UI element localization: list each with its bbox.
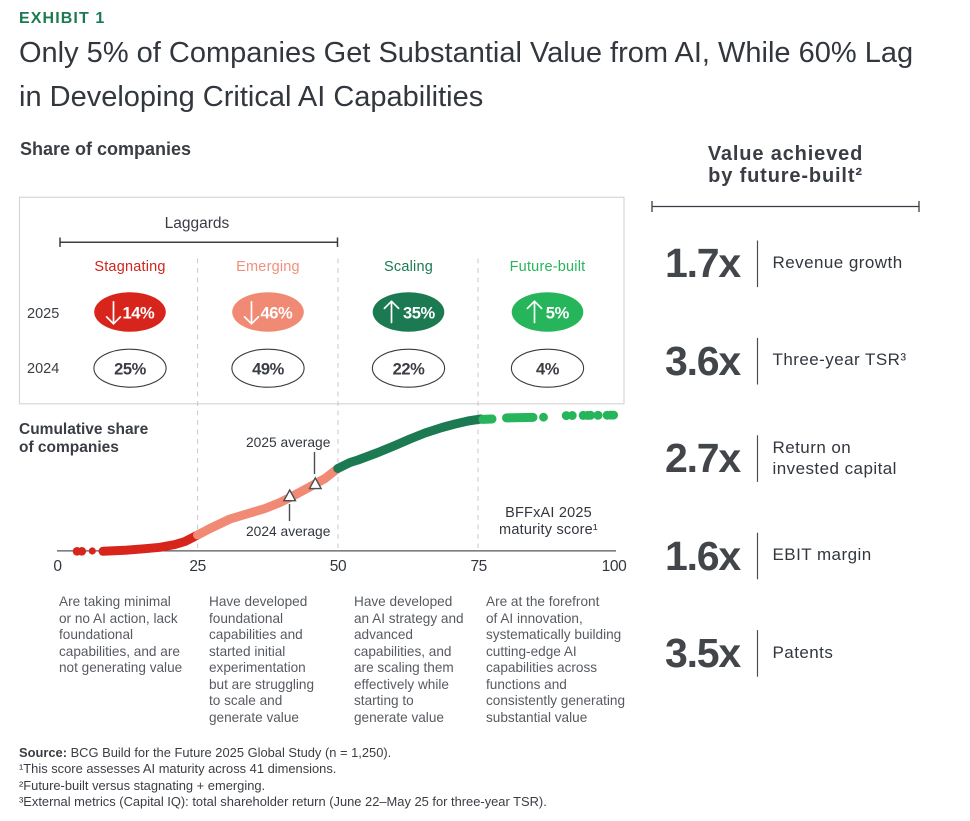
svg-text:49%: 49% [252, 361, 285, 379]
svg-text:35%: 35% [403, 304, 436, 322]
svg-text:14%: 14% [123, 304, 156, 322]
svg-text:22%: 22% [393, 361, 426, 379]
svg-text:46%: 46% [261, 304, 294, 322]
svg-text:5%: 5% [546, 304, 570, 322]
svg-text:25%: 25% [114, 361, 147, 379]
svg-text:4%: 4% [536, 361, 560, 379]
